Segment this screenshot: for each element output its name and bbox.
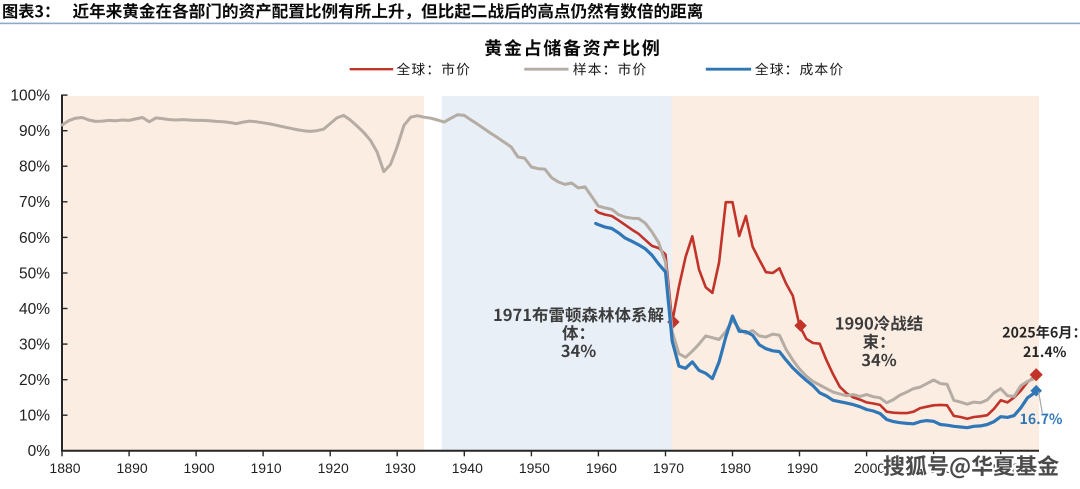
svg-text:2000: 2000: [854, 460, 885, 476]
svg-text:1930: 1930: [385, 460, 416, 476]
svg-text:1980: 1980: [720, 460, 751, 476]
svg-text:50%: 50%: [19, 265, 50, 282]
svg-text:1970: 1970: [653, 460, 684, 476]
svg-text:1920: 1920: [318, 460, 349, 476]
svg-text:1900: 1900: [184, 460, 215, 476]
svg-text:70%: 70%: [19, 194, 50, 211]
svg-text:0%: 0%: [28, 443, 51, 460]
svg-text:80%: 80%: [19, 159, 50, 176]
svg-text:1950: 1950: [519, 460, 550, 476]
svg-text:30%: 30%: [19, 337, 50, 354]
svg-text:100%: 100%: [10, 88, 50, 105]
svg-text:1990: 1990: [787, 460, 818, 476]
svg-text:60%: 60%: [19, 230, 50, 247]
svg-text:20%: 20%: [19, 372, 50, 389]
svg-text:1960: 1960: [586, 460, 617, 476]
svg-text:1890: 1890: [117, 460, 148, 476]
svg-text:1940: 1940: [452, 460, 483, 476]
svg-text:1910: 1910: [251, 460, 282, 476]
svg-text:1880: 1880: [49, 460, 80, 476]
svg-text:10%: 10%: [19, 408, 50, 425]
svg-text:90%: 90%: [19, 123, 50, 140]
svg-text:40%: 40%: [19, 301, 50, 318]
